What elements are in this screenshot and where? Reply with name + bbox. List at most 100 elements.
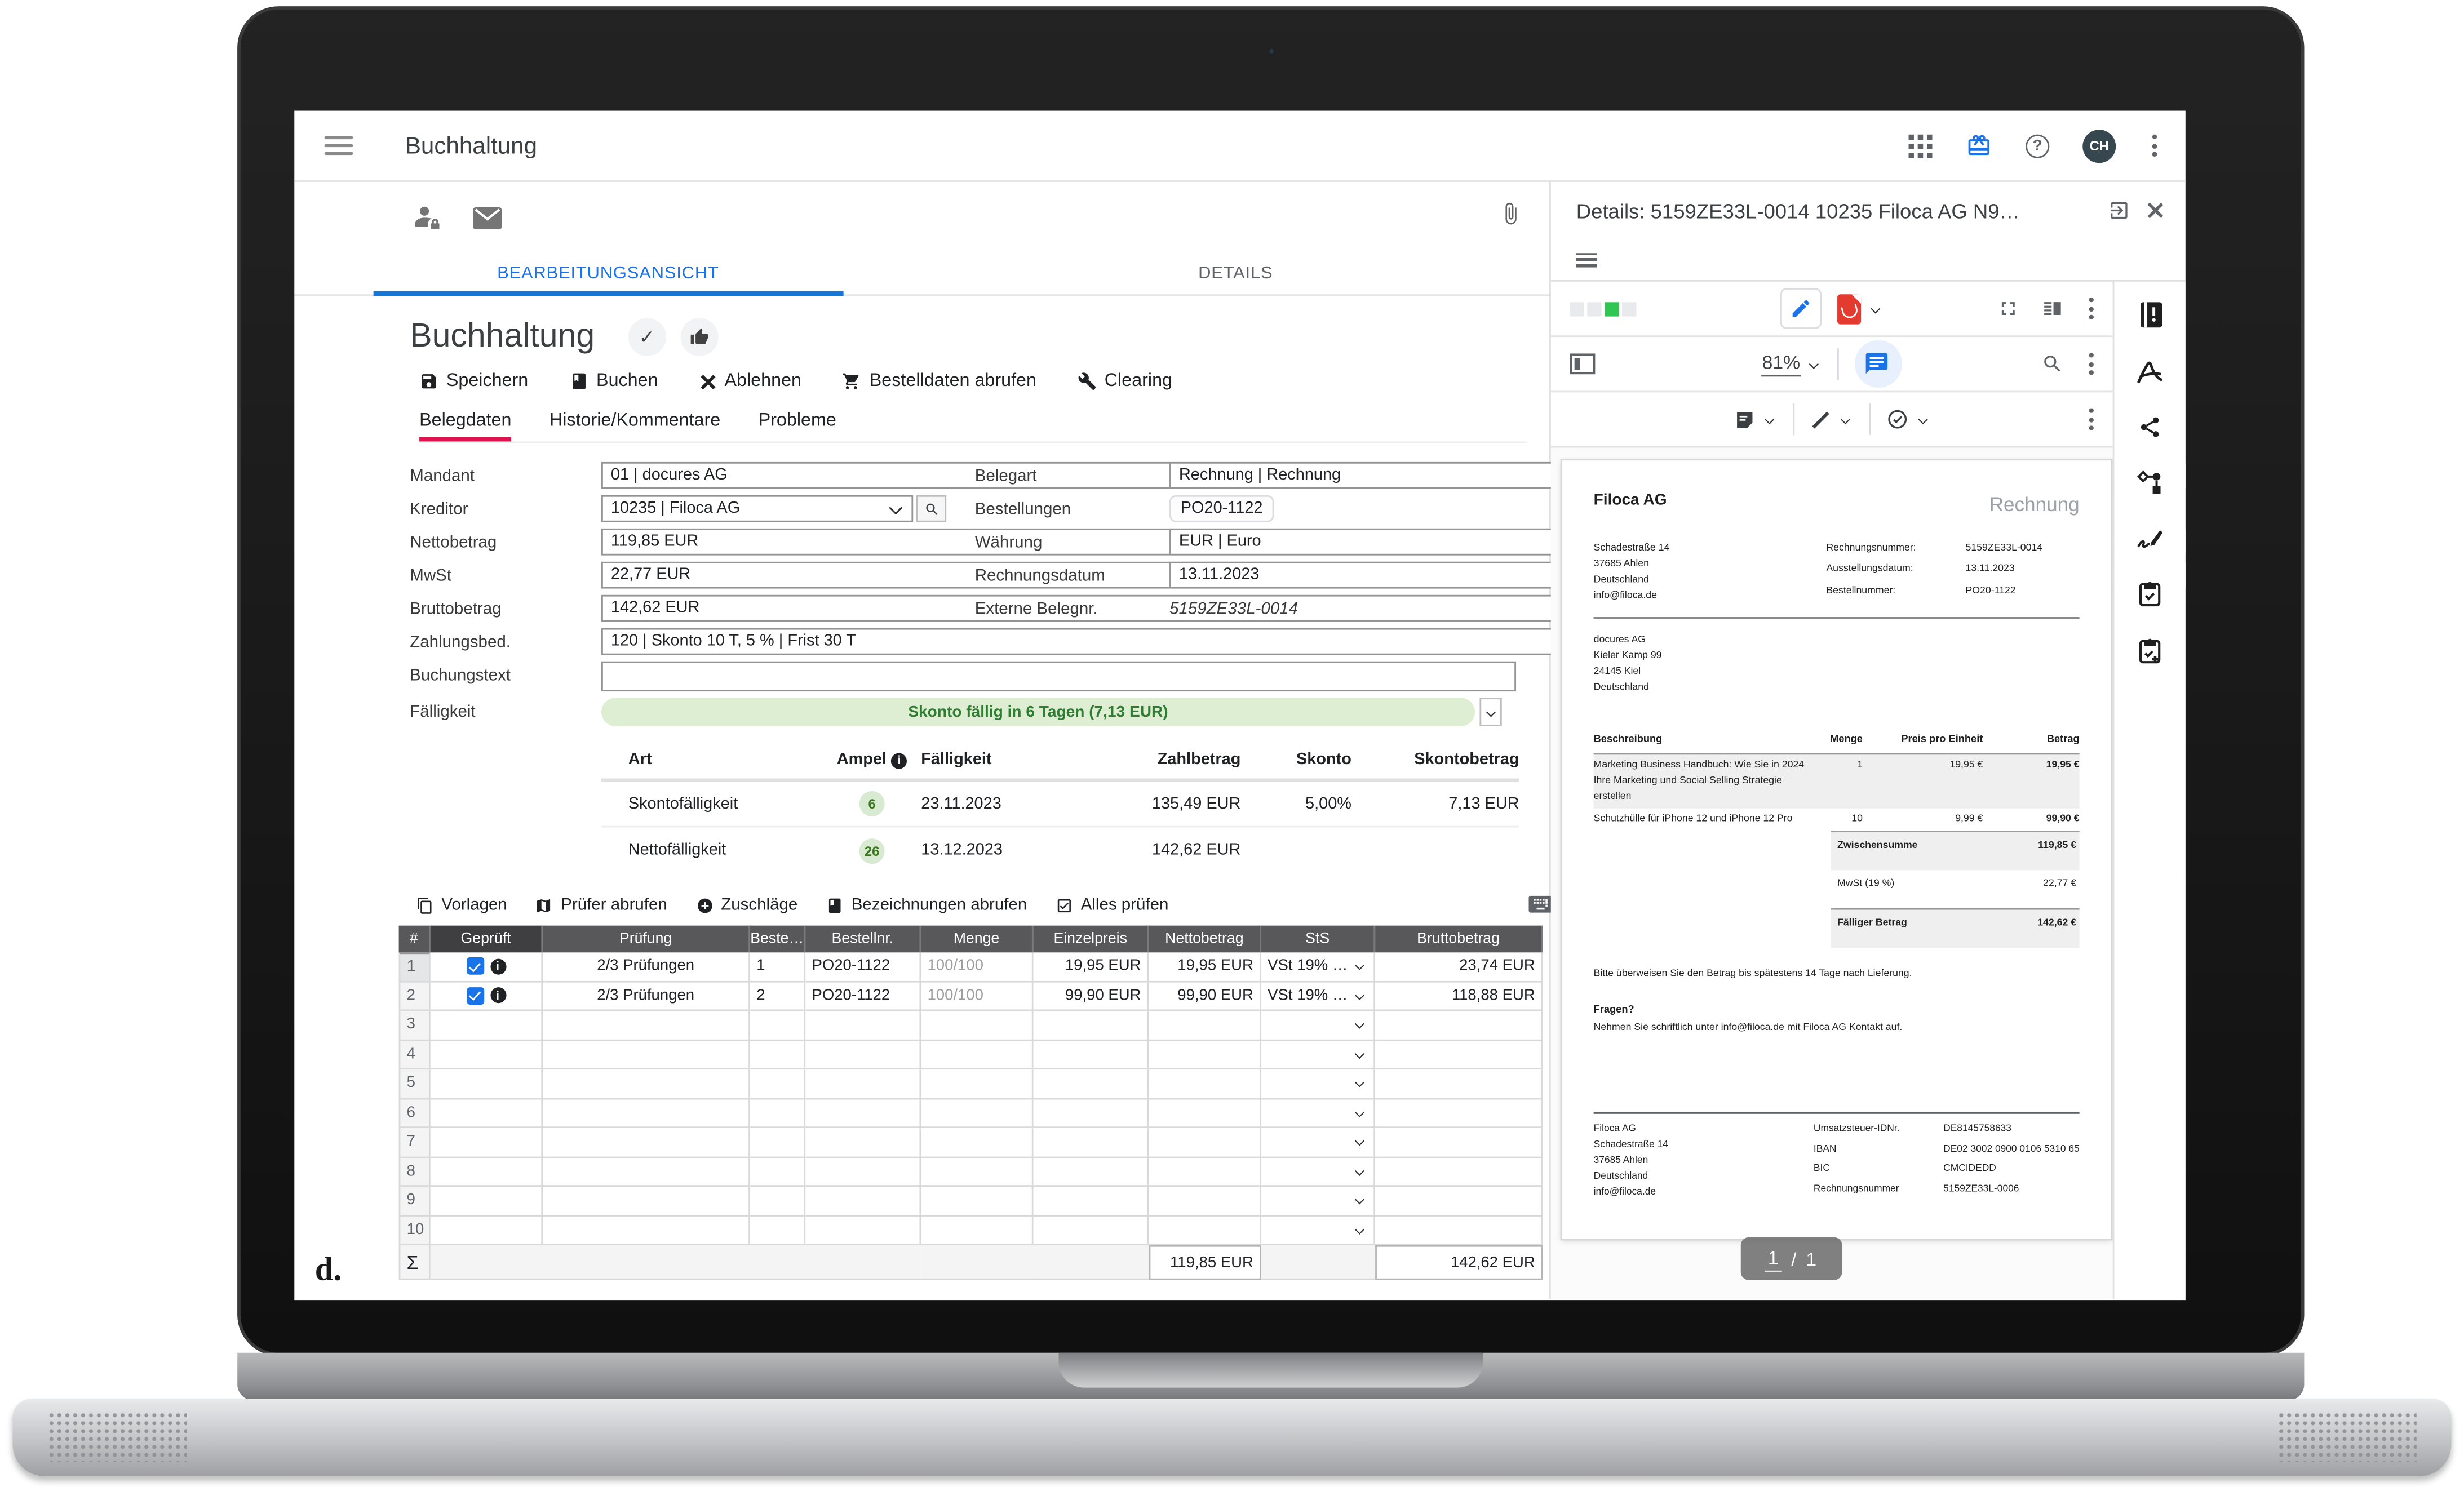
sts-select[interactable]: [1261, 1040, 1376, 1070]
geprueft-cell[interactable]: [430, 1069, 543, 1099]
attachment-icon[interactable]: [1499, 198, 1522, 229]
pdf-download-button[interactable]: [1837, 293, 1883, 324]
clipboard-add-icon[interactable]: [2138, 638, 2162, 665]
einzelpreis-cell[interactable]: 19,95 EUR: [1033, 952, 1149, 982]
subtab-historie[interactable]: Historie/Kommentare: [549, 411, 721, 430]
bestellung-cell[interactable]: [750, 1128, 806, 1158]
einzelpreis-cell[interactable]: [1033, 1099, 1149, 1129]
bestellnr-cell[interactable]: PO20-1122: [805, 982, 921, 1011]
bestellung-cell[interactable]: [750, 1069, 806, 1099]
nettobetrag-cell[interactable]: 19,95 EUR: [1149, 952, 1261, 982]
nettobetrag-cell[interactable]: [1149, 1186, 1261, 1216]
nettobetrag-cell[interactable]: [1149, 1157, 1261, 1187]
bruttobetrag-cell[interactable]: [1375, 1011, 1543, 1041]
menge-cell[interactable]: [921, 1069, 1034, 1099]
binder-icon[interactable]: [2137, 301, 2162, 330]
column-header[interactable]: Menge: [921, 925, 1034, 953]
geprueft-cell[interactable]: [430, 1157, 543, 1187]
fullscreen-icon[interactable]: [1997, 298, 2019, 319]
signature-icon[interactable]: [2137, 527, 2164, 551]
check-all-button[interactable]: Alles prüfen: [1056, 895, 1168, 915]
einzelpreis-cell[interactable]: [1033, 1040, 1149, 1070]
einzelpreis-cell[interactable]: [1033, 1186, 1149, 1216]
einzelpreis-cell[interactable]: [1033, 1011, 1149, 1041]
geprueft-cell[interactable]: [430, 1099, 543, 1129]
bestellnr-cell[interactable]: [805, 1128, 921, 1158]
page-indicator[interactable]: 1 / 1: [1740, 1237, 1842, 1280]
buchungstext-input[interactable]: [601, 661, 1517, 692]
nettobetrag-cell[interactable]: [1149, 1215, 1261, 1245]
geprueft-cell[interactable]: [430, 1128, 543, 1158]
pruefung-cell[interactable]: [543, 1157, 750, 1187]
geprueft-cell[interactable]: [430, 1215, 543, 1245]
pruefung-cell[interactable]: 2/3 Prüfungen: [543, 982, 750, 1011]
gift-icon[interactable]: [1965, 133, 1992, 158]
post-button[interactable]: Buchen: [569, 372, 658, 391]
pruefung-cell[interactable]: [543, 1011, 750, 1041]
acrobat-icon[interactable]: [2137, 359, 2164, 384]
nettobetrag-cell[interactable]: [1149, 1128, 1261, 1158]
geprueft-cell[interactable]: [430, 1011, 543, 1041]
edit-mode-button[interactable]: [1780, 288, 1822, 330]
bestellung-cell[interactable]: [750, 1011, 806, 1041]
line-tool-button[interactable]: [1810, 409, 1853, 430]
avatar[interactable]: CH: [2082, 128, 2116, 162]
checked-checkbox[interactable]: [466, 987, 484, 1005]
row-number[interactable]: 3: [398, 1011, 431, 1041]
bestellung-cell[interactable]: [750, 1157, 806, 1187]
document-viewport[interactable]: Filoca AG Rechnung Schadestraße 14 37685…: [1550, 447, 2113, 1299]
pdf-overflow-icon[interactable]: [2086, 294, 2097, 323]
pdf-overflow-icon[interactable]: [2086, 405, 2097, 434]
nettobetrag-cell[interactable]: [1149, 1011, 1261, 1041]
sts-select[interactable]: [1261, 1128, 1376, 1158]
panel-menu-icon[interactable]: [1576, 252, 1597, 267]
search-icon[interactable]: [2041, 353, 2063, 375]
bestellung-cell[interactable]: [750, 1215, 806, 1245]
menge-cell[interactable]: [921, 1040, 1034, 1070]
bestellnr-cell[interactable]: [805, 1157, 921, 1187]
bruttobetrag-cell[interactable]: [1375, 1215, 1543, 1245]
bruttobetrag-cell[interactable]: [1375, 1069, 1543, 1099]
bestellnr-cell[interactable]: [805, 1011, 921, 1041]
bestellungen-chip[interactable]: PO20-1122: [1169, 495, 1274, 522]
bestellung-cell[interactable]: 2: [750, 982, 806, 1011]
bestellnr-cell[interactable]: [805, 1186, 921, 1216]
clipboard-check-icon[interactable]: [2138, 581, 2162, 608]
bruttobetrag-cell[interactable]: 118,88 EUR: [1375, 982, 1543, 1011]
bruttobetrag-cell[interactable]: [1375, 1157, 1543, 1187]
bestellung-cell[interactable]: [750, 1099, 806, 1129]
row-number[interactable]: 2: [398, 982, 431, 1011]
column-header[interactable]: Beste…: [750, 925, 806, 953]
surcharges-button[interactable]: Zuschläge: [695, 895, 797, 915]
open-in-new-icon[interactable]: [2108, 199, 2130, 221]
row-number[interactable]: 1: [398, 952, 431, 982]
subtab-probleme[interactable]: Probleme: [758, 411, 836, 430]
column-header[interactable]: Geprüft: [430, 925, 543, 953]
row-number[interactable]: 7: [398, 1128, 431, 1158]
row-number[interactable]: 8: [398, 1157, 431, 1187]
fetch-approvers-button[interactable]: Prüfer abrufen: [535, 895, 667, 915]
tab-details[interactable]: DETAILS: [922, 253, 1549, 294]
bestellnr-cell[interactable]: [805, 1215, 921, 1245]
save-button[interactable]: Speichern: [419, 372, 528, 391]
close-icon[interactable]: [2146, 201, 2165, 220]
subtab-belegdaten[interactable]: Belegdaten: [419, 411, 512, 442]
comments-button[interactable]: [1854, 340, 1902, 388]
nettobetrag-cell[interactable]: 99,90 EUR: [1149, 982, 1261, 1011]
keyboard-icon[interactable]: [1528, 895, 1553, 913]
column-header[interactable]: Bestellnr.: [805, 925, 921, 953]
column-header[interactable]: Bruttobetrag: [1375, 925, 1543, 953]
pruefung-cell[interactable]: [543, 1186, 750, 1216]
templates-button[interactable]: Vorlagen: [416, 895, 507, 915]
bestellnr-cell[interactable]: [805, 1099, 921, 1129]
sts-select[interactable]: VSt 19% …: [1261, 952, 1376, 982]
pruefung-cell[interactable]: 2/3 Prüfungen: [543, 952, 750, 982]
pruefung-cell[interactable]: [543, 1128, 750, 1158]
fetch-descriptions-button[interactable]: Bezeichnungen abrufen: [826, 895, 1027, 915]
mail-icon[interactable]: [473, 206, 502, 229]
split-view-icon[interactable]: [2041, 298, 2063, 319]
menu-icon[interactable]: [324, 136, 353, 156]
thumbnails-panel-icon[interactable]: [1570, 353, 1596, 375]
sts-select[interactable]: [1261, 1186, 1376, 1216]
pruefung-cell[interactable]: [543, 1069, 750, 1099]
